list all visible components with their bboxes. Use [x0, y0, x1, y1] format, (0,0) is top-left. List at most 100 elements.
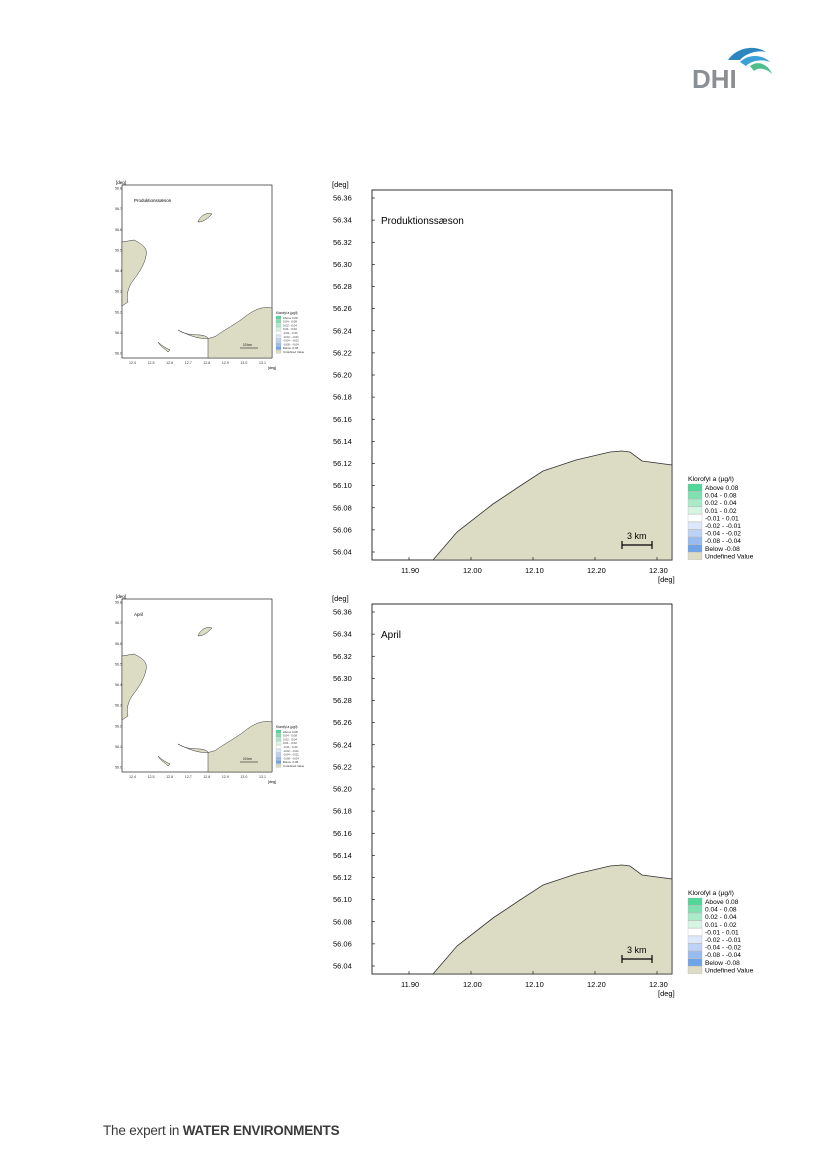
y-tick-label: 56.26	[333, 718, 352, 727]
legend-swatch	[687, 905, 703, 913]
mini-y-tick: 56.7	[115, 621, 122, 625]
mini-x-tick: 13.0	[240, 361, 247, 365]
legend-label: Above 0.08	[705, 899, 739, 906]
legend-swatch	[687, 943, 703, 951]
mini-x-tick: 12.8	[203, 775, 210, 779]
legend-label: -0.08 - -0.04	[705, 952, 741, 959]
y-tick-label: 56.04	[333, 962, 352, 971]
legend-swatch	[687, 958, 703, 967]
mini-panel-title: April	[134, 612, 143, 617]
mini-x-tick: 12.6	[166, 361, 173, 365]
mini-legend-swatch	[275, 327, 282, 331]
panel-title: Produktionssæson	[381, 216, 464, 227]
mini-y-tick: 56.4	[115, 269, 122, 273]
y-tick-label: 56.24	[333, 326, 352, 335]
main-map: [deg] April 56.36 56.34 56.32 56.30 56.28 56.26…	[332, 594, 675, 998]
mini-x-tick: 13.1	[259, 361, 266, 365]
main-map: [deg] Produktionssæson 56.36 56.34 56.32 56.3…	[332, 180, 675, 584]
mini-y-tick: 56.8	[115, 187, 122, 191]
mini-y-tick: 56.0	[115, 352, 122, 356]
mini-land-west	[121, 653, 147, 721]
mini-y-tick: 56.6	[115, 642, 122, 646]
mini-legend-swatch	[275, 346, 282, 350]
mini-x-tick: 12.9	[222, 775, 229, 779]
mini-legend-label: 0.01 - 0.02	[283, 327, 297, 331]
mini-land-south	[177, 307, 273, 359]
legend-label: Above 0.08	[705, 485, 739, 492]
mini-y-tick: 56.7	[115, 207, 122, 211]
mini-legend-swatch	[275, 764, 282, 768]
x-tick-label: 12.30	[649, 566, 668, 575]
legend-label: -0.08 - -0.04	[705, 538, 741, 545]
mini-legend-label: 0.01 - 0.02	[283, 741, 297, 745]
legend-label: 0.04 - 0.08	[705, 493, 737, 500]
x-tick-label: 12.30	[649, 980, 668, 989]
y-tick-label: 56.24	[333, 740, 352, 749]
mini-legend-label: -0.02 - -0.01	[283, 335, 299, 339]
mini-legend-swatch	[275, 752, 282, 757]
mini-land-island	[197, 213, 213, 223]
y-axis-unit: [deg]	[332, 594, 349, 603]
mini-y-tick: 56.3	[115, 290, 122, 294]
legend-swatch	[687, 544, 703, 553]
legend-label: 0.02 - 0.04	[705, 500, 737, 507]
y-tick-label: 56.34	[333, 630, 352, 639]
mini-legend-label: Above 0.08	[283, 730, 298, 734]
panel-title: April	[381, 630, 401, 641]
mini-legend-swatch	[275, 350, 282, 354]
legend-label: Undefined Value	[705, 967, 754, 974]
y-tick-label: 56.08	[333, 503, 352, 512]
mini-x-tick: 12.4	[129, 775, 136, 779]
legend: Klorofyl a (µg/l)Above 0.080.04 - 0.080.…	[687, 476, 754, 560]
legend-label: -0.01 - 0.01	[705, 515, 739, 522]
mini-legend-label: Below -0.08	[283, 760, 299, 764]
mini-y-tick: 56.3	[115, 704, 122, 708]
legend-label: Undefined Value	[705, 553, 754, 560]
mini-land-south	[177, 721, 273, 773]
mini-y-tick: 56.1	[115, 745, 122, 749]
y-tick-label: 56.30	[333, 674, 352, 683]
logo-wave-blue-2	[740, 56, 770, 66]
y-tick-label: 56.12	[333, 459, 352, 468]
y-tick-label: 56.22	[333, 762, 352, 771]
mini-y-tick: 56.2	[115, 724, 122, 728]
mini-legend-swatch	[275, 756, 282, 760]
legend-swatch	[687, 529, 703, 537]
legend-swatch	[687, 928, 703, 936]
mini-legend-label: -0.02 - -0.01	[283, 749, 299, 753]
x-axis-unit: [deg]	[658, 575, 675, 584]
y-tick-label: 56.32	[333, 652, 352, 661]
mini-scale-label: 10 km	[243, 757, 252, 761]
mini-x-unit: [deg]	[268, 366, 276, 370]
mini-x-tick: 12.7	[185, 775, 192, 779]
legend-swatch	[687, 913, 703, 921]
mini-legend-swatch	[275, 338, 282, 343]
legend-label: 0.01 - 0.02	[705, 508, 737, 515]
x-tick-label: 12.10	[525, 980, 544, 989]
legend-swatch	[687, 935, 703, 944]
mini-x-unit: [deg]	[268, 780, 276, 784]
legend-swatch	[687, 491, 703, 499]
mini-legend-label: -0.01 - 0.01	[283, 745, 298, 749]
legend-swatch	[687, 506, 703, 515]
footer-tagline: The expert in WATER ENVIRONMENTS	[103, 1123, 340, 1138]
mini-legend-label: 0.04 - 0.08	[283, 320, 297, 324]
legend-swatch	[687, 483, 703, 492]
legend-swatch	[687, 966, 703, 974]
y-tick-label: 56.26	[333, 304, 352, 313]
x-tick-label: 11.90	[401, 980, 419, 989]
logo-wave-blue	[728, 47, 766, 60]
y-tick-label: 56.36	[333, 194, 352, 203]
mini-unit-label: [deg]	[116, 594, 126, 599]
mini-legend-swatch	[275, 745, 282, 749]
legend-swatch	[687, 521, 703, 530]
legend-swatch	[687, 514, 703, 522]
y-tick-label: 56.28	[333, 282, 352, 291]
x-tick-label: 12.20	[587, 566, 606, 575]
mini-legend-swatch	[275, 323, 282, 327]
mini-legend-label: -0.08 - -0.04	[283, 342, 299, 346]
mini-scale-label: 10 km	[243, 343, 252, 347]
mini-y-tick: 56.8	[115, 601, 122, 605]
legend-label: -0.02 - -0.01	[705, 937, 741, 944]
mini-legend-label: 0.02 - 0.04	[283, 323, 297, 327]
